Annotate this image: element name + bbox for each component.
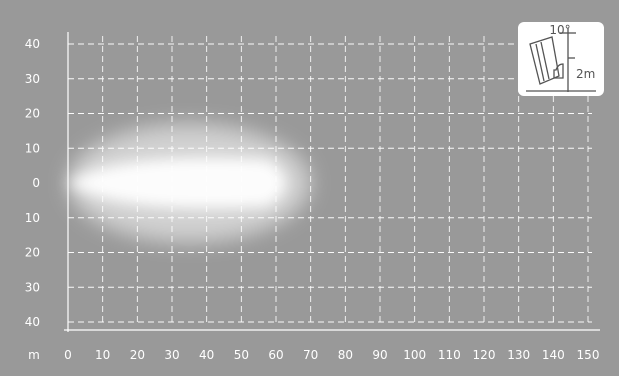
x-tick-label-80: 80 <box>338 348 353 362</box>
beam-spot <box>68 157 287 209</box>
y-tick-label-lower-30: 30 <box>25 280 40 294</box>
x-tick-label-40: 40 <box>199 348 214 362</box>
y-tick-label-upper-40: 40 <box>25 37 40 51</box>
x-tick-label-150: 150 <box>577 348 600 362</box>
lamp-mount-icon <box>526 28 596 92</box>
x-tick-label-100: 100 <box>403 348 426 362</box>
y-tick-label-upper-20: 20 <box>25 107 40 121</box>
x-tick-label-50: 50 <box>234 348 249 362</box>
x-tick-label-10: 10 <box>95 348 110 362</box>
y-tick-label-upper-10: 10 <box>25 141 40 155</box>
y-tick-label-upper-0: 0 <box>32 176 40 190</box>
x-tick-label-140: 140 <box>542 348 565 362</box>
x-tick-label-120: 120 <box>473 348 496 362</box>
x-tick-label-70: 70 <box>303 348 318 362</box>
x-unit-label: m <box>28 348 40 362</box>
x-tick-label-30: 30 <box>164 348 179 362</box>
y-tick-label-lower-20: 20 <box>25 246 40 260</box>
grid-layer <box>68 36 592 323</box>
y-tick-label-lower-40: 40 <box>25 315 40 329</box>
x-tick-label-90: 90 <box>372 348 387 362</box>
beam-layer <box>67 123 311 243</box>
y-tick-label-upper-30: 30 <box>25 72 40 86</box>
x-tick-label-60: 60 <box>268 348 283 362</box>
mount-height-label: 2m <box>576 67 595 81</box>
tilt-angle-label: 10° <box>549 23 570 37</box>
y-tick-label-lower-10: 10 <box>25 211 40 225</box>
mounting-inset: 10° 2m <box>518 22 604 96</box>
axis-layer <box>64 32 600 332</box>
tick-label-layer: m 0 10 20 30 40 50 60 70 80 90 100 110 120 130 140 15040… <box>25 37 600 362</box>
x-tick-label-110: 110 <box>438 348 461 362</box>
x-tick-label-20: 20 <box>130 348 145 362</box>
x-tick-label-130: 130 <box>507 348 530 362</box>
x-tick-label-0: 0 <box>64 348 72 362</box>
